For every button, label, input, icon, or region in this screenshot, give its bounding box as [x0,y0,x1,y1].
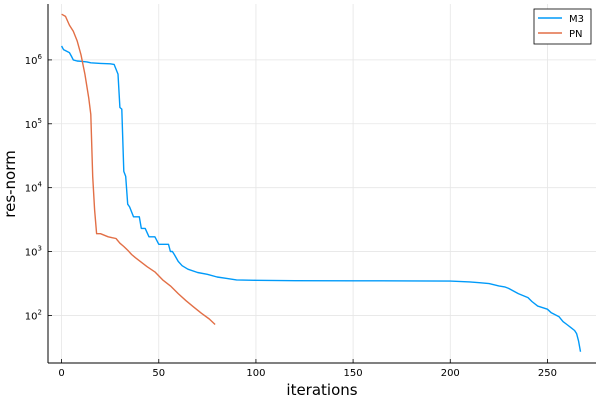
y-tick-label: 104 [25,181,43,195]
x-tick-label: 150 [344,368,363,379]
grid-lines [48,4,596,363]
legend-box [533,8,592,45]
x-tick-label: 0 [58,368,64,379]
legend-label-m3: M3 [569,14,584,25]
x-tick-label: 200 [441,368,460,379]
legend-label-pn: PN [569,29,583,40]
x-tick-label: 100 [246,368,265,379]
series-line-pn [61,13,216,326]
y-tick-label: 106 [25,53,43,67]
x-tick-label: 250 [538,368,557,379]
x-tick-labels: 0 50 100 150 200 250 [58,368,557,379]
y-tick-labels: 102 103 104 105 106 [25,53,43,323]
series-line-m3 [60,45,582,352]
x-tick-label: 50 [152,368,165,379]
legend: M3 PN [533,8,592,45]
y-tick-label: 102 [25,308,42,322]
y-tick-label: 105 [25,117,42,131]
plot-lines [60,13,582,352]
y-tick-label: 103 [25,245,42,259]
x-axis-title: iterations [286,381,357,399]
y-axis-title: res-norm [1,150,19,218]
tick-marks [48,59,548,363]
